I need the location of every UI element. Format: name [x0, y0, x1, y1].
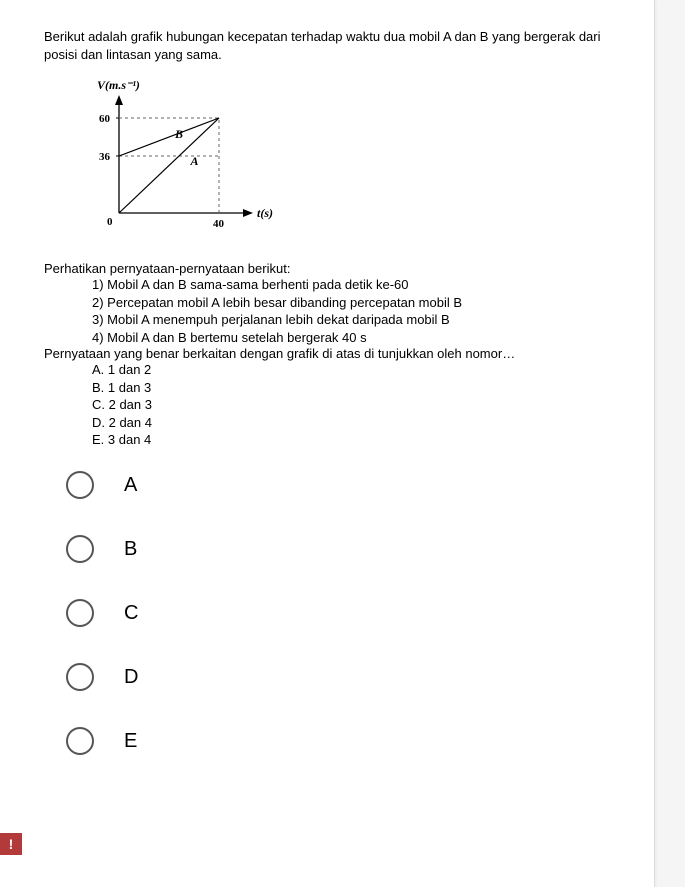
question-tail: Pernyataan yang benar berkaitan dengan g… — [44, 346, 614, 361]
radio-option-c[interactable]: C — [66, 599, 614, 627]
statement-item: 4) Mobil A dan B bertemu setelah bergera… — [92, 329, 614, 347]
svg-text:0: 0 — [107, 216, 113, 228]
svg-text:36: 36 — [99, 151, 111, 163]
velocity-time-chart: BA 60 36 40 0 V(m.s⁻¹) t(s) — [64, 73, 614, 251]
radio-option-e[interactable]: E — [66, 727, 614, 755]
radio-circle-icon — [66, 663, 94, 691]
radio-group: A B C D E — [44, 471, 614, 755]
answer-option-item: C. 2 dan 3 — [92, 396, 614, 414]
answer-option-item: A. 1 dan 2 — [92, 361, 614, 379]
radio-label: C — [124, 602, 138, 625]
radio-label: B — [124, 538, 137, 561]
radio-option-a[interactable]: A — [66, 471, 614, 499]
radio-option-b[interactable]: B — [66, 535, 614, 563]
svg-text:A: A — [190, 154, 199, 168]
radio-circle-icon — [66, 471, 94, 499]
radio-circle-icon — [66, 599, 94, 627]
svg-text:t(s): t(s) — [257, 206, 273, 220]
statements-heading: Perhatikan pernyataan-pernyataan berikut… — [44, 261, 614, 276]
svg-text:40: 40 — [213, 218, 225, 230]
answer-options-list: A. 1 dan 2 B. 1 dan 3 C. 2 dan 3 D. 2 da… — [44, 361, 614, 449]
question-page: Berikut adalah grafik hubungan kecepatan… — [0, 0, 655, 887]
radio-label: E — [124, 730, 137, 753]
statement-item: 1) Mobil A dan B sama-sama berhenti pada… — [92, 276, 614, 294]
radio-circle-icon — [66, 727, 94, 755]
velocity-time-chart-svg: BA 60 36 40 0 V(m.s⁻¹) t(s) — [64, 73, 294, 248]
svg-text:B: B — [174, 127, 183, 141]
radio-label: D — [124, 666, 138, 689]
answer-option-item: B. 1 dan 3 — [92, 379, 614, 397]
answer-option-item: D. 2 dan 4 — [92, 414, 614, 432]
statement-item: 3) Mobil A menempuh perjalanan lebih dek… — [92, 311, 614, 329]
flag-button[interactable]: ! — [0, 833, 22, 855]
radio-label: A — [124, 474, 137, 497]
svg-text:V(m.s⁻¹): V(m.s⁻¹) — [97, 78, 140, 92]
answer-option-item: E. 3 dan 4 — [92, 431, 614, 449]
radio-option-d[interactable]: D — [66, 663, 614, 691]
statements-list: 1) Mobil A dan B sama-sama berhenti pada… — [44, 276, 614, 346]
radio-circle-icon — [66, 535, 94, 563]
svg-text:60: 60 — [99, 113, 111, 125]
statement-item: 2) Percepatan mobil A lebih besar diband… — [92, 294, 614, 312]
flag-icon: ! — [9, 836, 14, 852]
question-intro: Berikut adalah grafik hubungan kecepatan… — [44, 28, 614, 63]
